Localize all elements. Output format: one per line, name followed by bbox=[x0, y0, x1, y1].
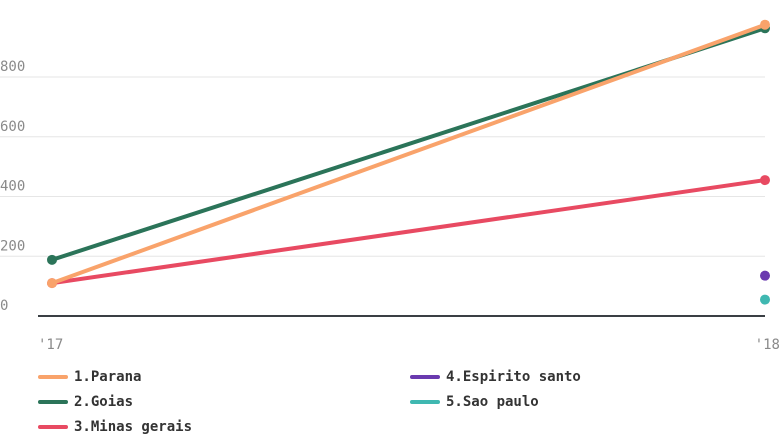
legend-label: 1.Parana bbox=[74, 369, 142, 385]
data-point bbox=[47, 278, 57, 289]
y-tick-label: 400 bbox=[0, 179, 25, 195]
data-point bbox=[760, 19, 770, 30]
legend-swatch bbox=[38, 375, 68, 379]
y-tick-label: 0 bbox=[0, 298, 8, 314]
grid bbox=[0, 76, 765, 317]
legend-swatch bbox=[410, 375, 440, 379]
legend-label: 4.Espirito santo bbox=[446, 369, 581, 385]
legend-swatch bbox=[38, 400, 68, 404]
y-tick-label: 600 bbox=[0, 119, 25, 135]
legend-item: 3.Minas gerais bbox=[38, 416, 192, 438]
data-point bbox=[47, 254, 57, 265]
legend-item: 4.Espirito santo bbox=[410, 366, 581, 388]
y-axis: 0 200 400 600 800 bbox=[0, 59, 25, 314]
series-layer bbox=[47, 19, 770, 305]
legend-swatch bbox=[410, 400, 440, 404]
legend-item: 5.Sao paulo bbox=[410, 391, 539, 413]
series-line-3 bbox=[50, 178, 767, 286]
data-point bbox=[760, 175, 770, 186]
data-point bbox=[760, 270, 770, 281]
x-axis: '17 '18 bbox=[38, 337, 780, 353]
legend-swatch bbox=[38, 425, 68, 429]
legend-label: 2.Goias bbox=[74, 394, 134, 410]
legend-item: 1.Parana bbox=[38, 366, 141, 388]
y-tick-label: 800 bbox=[0, 59, 25, 75]
legend-item: 2.Goias bbox=[38, 391, 133, 413]
legend-label: 5.Sao paulo bbox=[446, 394, 539, 410]
legend-label: 3.Minas gerais bbox=[74, 419, 193, 435]
y-tick-label: 200 bbox=[0, 238, 25, 254]
line-chart: 0 200 400 600 800 '17 '18 bbox=[0, 19, 780, 353]
data-point bbox=[760, 294, 770, 305]
legend: 1.Parana 2.Goias 3.Minas gerais 4.Espirito … bbox=[38, 366, 758, 438]
x-tick-label: '17 bbox=[38, 337, 63, 353]
x-tick-label: '18 bbox=[755, 337, 780, 353]
series-line-1 bbox=[50, 22, 767, 286]
